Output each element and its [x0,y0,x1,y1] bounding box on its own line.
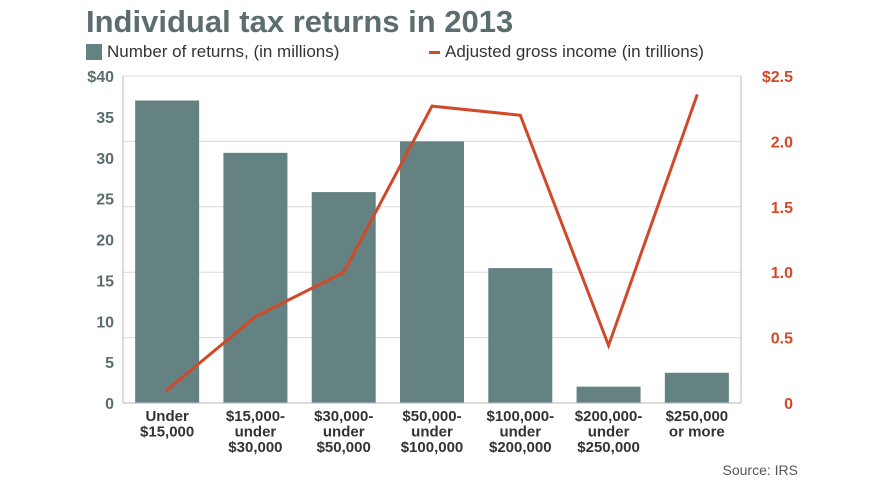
left-tick-label: 30 [96,151,114,168]
income-point-5 [607,343,611,347]
left-tick-label: 25 [96,192,114,209]
legend-swatch-bars [86,44,102,60]
legend-item-line: Adjusted gross income (in trillions) [429,42,704,62]
category-label-4: $100,000-under $200,000 [487,408,555,456]
bar-5 [576,386,641,403]
bar-1 [223,152,288,403]
bar-2 [311,192,376,403]
bars [135,100,729,404]
legend-item-bars: Number of returns, (in millions) [86,42,339,62]
income-line [165,94,699,392]
income-point-3 [430,104,434,108]
category-label-line: $250,000 [577,439,640,456]
source-note: Source: IRS [722,462,798,478]
category-label-5: $200,000-under $250,000 [575,408,643,456]
left-tick-label: 5 [105,355,114,372]
category-label-line: under [499,424,541,441]
right-tick-label: 2.0 [771,134,793,151]
right-tick-label: 1.0 [771,265,793,282]
category-label-line: under [411,424,453,441]
bar-4 [488,268,553,403]
income-point-0 [165,388,169,392]
category-label-line: $50,000 [317,439,371,456]
left-tick-label: 0 [105,396,114,413]
legend-label-line: Adjusted gross income (in trillions) [445,42,704,61]
right-tick-label: 1.5 [771,200,793,217]
left-tick-label: 15 [96,273,114,290]
category-label-6: $250,000 or more [666,408,729,441]
right-tick-label: 0.5 [771,331,793,348]
category-label-line: or more [669,424,725,441]
category-label-line: under [588,424,630,441]
chart-title: Individual tax returns in 2013 [86,4,514,39]
right-tick-label: $2.5 [762,69,793,86]
category-label-3: $50,000-under $100,000 [401,408,464,456]
category-label-line: under [235,424,277,441]
category-label-line: $15,000- [226,408,285,425]
left-tick-label: 10 [96,314,114,331]
right-tick-label: 0 [784,396,793,413]
income-point-4 [518,113,522,117]
legend: Number of returns, (in millions) Adjuste… [86,42,786,64]
bar-6 [664,372,729,403]
legend-swatch-line [429,50,440,54]
category-label-line: $50,000- [402,408,461,425]
category-label-line: $200,000 [489,439,552,456]
category-label-line: $15,000 [140,424,194,441]
legend-label-bars: Number of returns, (in millions) [107,42,340,61]
axes [122,76,742,404]
category-label-line: $100,000- [487,408,555,425]
left-tick-label: 35 [96,110,114,127]
category-label-line: Under [145,408,189,425]
bar-3 [400,141,464,403]
category-label-0: Under $15,000 [140,408,194,441]
category-label-line: $200,000- [575,408,643,425]
category-label-line: $250,000 [666,408,729,425]
category-label-line: $30,000 [228,439,282,456]
category-label-line: under [323,424,365,441]
category-label-line: $100,000 [401,439,464,456]
bar-0 [135,100,200,404]
income-point-1 [253,315,257,319]
category-label-2: $30,000-under $50,000 [314,408,373,456]
income-point-6 [695,94,699,98]
income-point-2 [342,270,346,274]
category-label-1: $15,000-under $30,000 [226,408,285,456]
left-tick-label: 20 [96,233,114,250]
category-label-line: $30,000- [314,408,373,425]
left-tick-label: $40 [87,69,114,86]
